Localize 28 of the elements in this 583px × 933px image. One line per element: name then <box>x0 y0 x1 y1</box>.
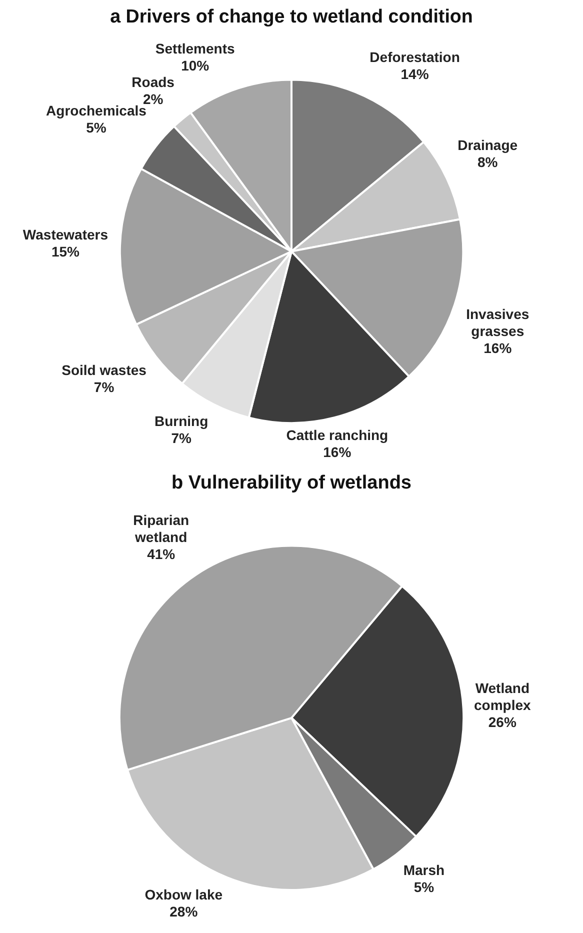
slice-label: Marsh <box>403 862 445 878</box>
data-label: 26% <box>488 714 517 730</box>
data-label: 15% <box>51 243 80 260</box>
data-label: 16% <box>323 444 352 460</box>
data-label: 5% <box>86 120 107 136</box>
data-label: 41% <box>147 546 176 562</box>
slice-label: Wastewaters <box>22 226 108 242</box>
slice-label: Roads <box>132 74 175 90</box>
data-label: 14% <box>400 66 430 82</box>
slice-label: Oxbow lake <box>144 886 223 902</box>
data-label: 8% <box>477 154 498 170</box>
slice-label: Burning <box>154 412 208 429</box>
slice-label: Settlements <box>155 40 235 57</box>
data-label: 16% <box>484 340 512 356</box>
slice-label: Cattle ranching <box>286 427 388 444</box>
data-label: 7% <box>94 378 115 395</box>
data-label: 5% <box>414 879 435 896</box>
slice-label: Invasives grasses <box>466 306 530 339</box>
slice-label: Riparian wetland <box>133 512 190 545</box>
data-label: 7% <box>171 430 192 446</box>
chart-title: a Drivers of change to wetland condition <box>110 6 473 28</box>
slice-label: Wetland complex <box>474 680 532 713</box>
chart-title: b Vulnerability of wetlands <box>172 472 412 494</box>
data-label: 28% <box>170 903 198 920</box>
slice-label: Drainage <box>458 137 518 154</box>
slice-label: Soild wastes <box>62 362 147 378</box>
slice-label: Deforestation <box>370 49 460 66</box>
data-label: 10% <box>181 58 210 74</box>
